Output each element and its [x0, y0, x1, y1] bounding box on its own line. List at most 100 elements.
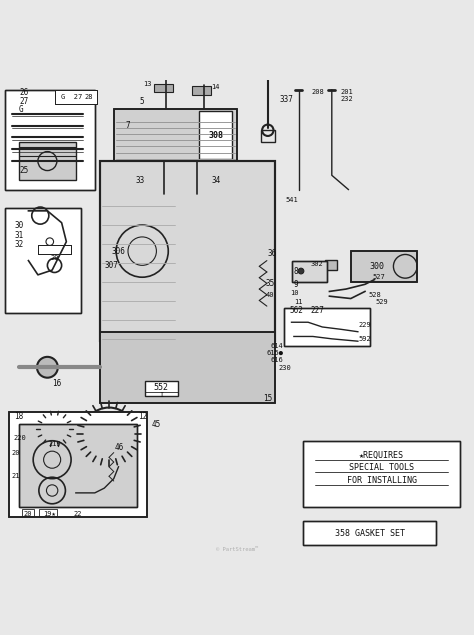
- Bar: [261, 130, 275, 142]
- Text: 16: 16: [52, 379, 62, 389]
- Bar: [325, 260, 337, 270]
- Text: 229: 229: [359, 321, 371, 328]
- Text: 208: 208: [312, 90, 325, 95]
- Text: 30: 30: [14, 220, 24, 230]
- Text: ★REQUIRES: ★REQUIRES: [359, 450, 404, 460]
- Text: 9: 9: [294, 280, 299, 289]
- Text: 36: 36: [268, 249, 277, 258]
- Text: 562: 562: [289, 306, 303, 315]
- Text: 26: 26: [19, 88, 28, 97]
- Bar: [55, 90, 97, 104]
- Text: 22: 22: [74, 511, 82, 518]
- Bar: [114, 109, 237, 161]
- Bar: [192, 86, 211, 95]
- Text: 21: 21: [12, 473, 20, 479]
- Text: 20: 20: [12, 450, 20, 455]
- Bar: [284, 308, 370, 346]
- Circle shape: [298, 268, 304, 274]
- Text: 29: 29: [50, 255, 59, 261]
- Text: © PartStream™: © PartStream™: [216, 547, 258, 552]
- Bar: [19, 424, 137, 507]
- Bar: [292, 260, 327, 282]
- Bar: [100, 161, 275, 341]
- Bar: [154, 84, 173, 92]
- Text: 12: 12: [137, 411, 147, 420]
- Text: G: G: [19, 105, 24, 114]
- Text: 541: 541: [285, 197, 298, 203]
- Text: 307: 307: [104, 261, 118, 270]
- Bar: [190, 191, 204, 195]
- Bar: [19, 142, 76, 180]
- Text: 45: 45: [152, 420, 161, 429]
- Text: 592: 592: [359, 336, 371, 342]
- Bar: [38, 245, 71, 253]
- Bar: [19, 424, 137, 507]
- Bar: [100, 331, 275, 403]
- Circle shape: [37, 357, 58, 378]
- Text: FOR INSTALLING: FOR INSTALLING: [346, 476, 417, 485]
- Text: 219: 219: [48, 441, 61, 446]
- Text: 18: 18: [14, 411, 24, 420]
- Text: 11: 11: [294, 299, 303, 305]
- Text: 14: 14: [211, 84, 220, 90]
- Bar: [303, 521, 436, 545]
- Text: 615●: 615●: [266, 350, 283, 356]
- Text: 28: 28: [85, 93, 93, 100]
- Text: 34: 34: [211, 175, 220, 185]
- Bar: [292, 260, 327, 282]
- Text: 46: 46: [115, 443, 124, 452]
- Bar: [114, 109, 237, 161]
- Text: 529: 529: [375, 299, 388, 305]
- Text: 337: 337: [280, 95, 294, 104]
- Bar: [5, 208, 81, 313]
- Text: 35: 35: [265, 279, 275, 288]
- Text: I: I: [159, 392, 163, 398]
- Text: 25: 25: [19, 166, 28, 175]
- Text: 27: 27: [19, 97, 28, 106]
- Bar: [351, 251, 417, 282]
- Text: 10: 10: [291, 290, 299, 297]
- Text: 616: 616: [271, 357, 283, 363]
- Text: 552: 552: [154, 383, 169, 392]
- Bar: [5, 90, 95, 189]
- Text: 20: 20: [23, 511, 32, 518]
- Text: 19★: 19★: [44, 511, 56, 518]
- Text: 528: 528: [368, 291, 381, 298]
- Bar: [55, 90, 97, 104]
- Text: 358 GASKET SET: 358 GASKET SET: [335, 529, 405, 538]
- Text: 33: 33: [135, 175, 145, 185]
- Bar: [100, 161, 275, 341]
- Text: 308: 308: [208, 131, 223, 140]
- Text: 300: 300: [369, 262, 384, 271]
- Text: 8: 8: [294, 267, 299, 276]
- Bar: [156, 191, 171, 195]
- Text: 527: 527: [373, 274, 385, 280]
- Text: 302: 302: [310, 261, 323, 267]
- Bar: [100, 331, 275, 403]
- Text: 227: 227: [310, 306, 325, 315]
- Bar: [303, 521, 436, 545]
- Bar: [303, 441, 460, 507]
- Text: 13: 13: [143, 81, 151, 87]
- Bar: [5, 90, 95, 189]
- Bar: [5, 208, 81, 313]
- Text: 306: 306: [111, 246, 125, 256]
- Text: 32: 32: [14, 241, 24, 250]
- Bar: [38, 245, 71, 253]
- Bar: [303, 441, 460, 507]
- Bar: [39, 509, 57, 516]
- Text: 7: 7: [126, 121, 130, 130]
- Text: 201: 201: [340, 90, 353, 95]
- Bar: [199, 111, 232, 159]
- Text: 232: 232: [340, 97, 353, 102]
- Bar: [351, 251, 417, 282]
- Text: 5: 5: [140, 97, 145, 106]
- Bar: [22, 509, 34, 516]
- Text: G  27: G 27: [61, 93, 82, 100]
- Text: 220: 220: [14, 436, 26, 441]
- Bar: [9, 412, 147, 517]
- Text: SPECIAL TOOLS: SPECIAL TOOLS: [349, 464, 414, 472]
- Text: 31: 31: [14, 232, 24, 241]
- Text: 15: 15: [263, 394, 273, 403]
- Bar: [284, 308, 370, 346]
